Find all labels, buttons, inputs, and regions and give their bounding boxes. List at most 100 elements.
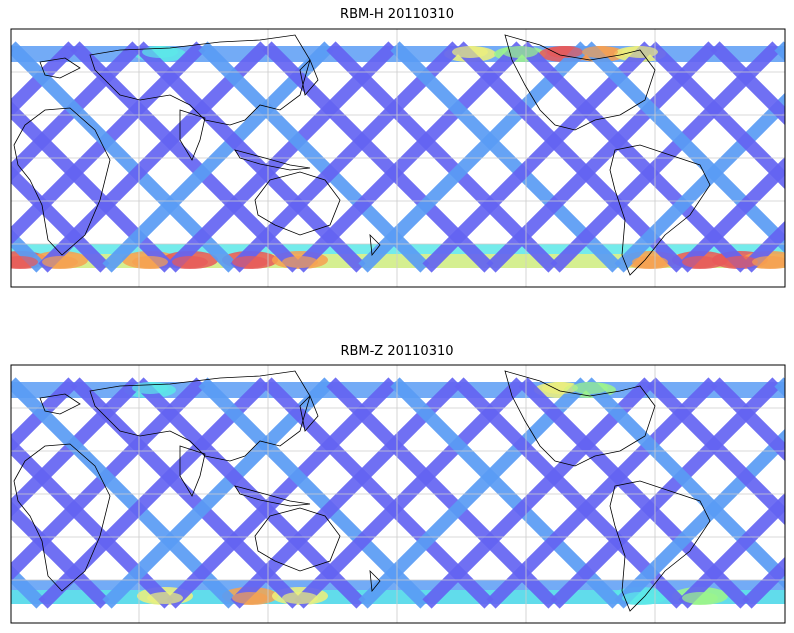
asc-track-0 (11, 41, 238, 273)
desc-track-1 (102, 41, 334, 273)
desc-track-7 (486, 377, 718, 609)
map-frame-top (10, 28, 786, 288)
south-america-coast-group (609, 480, 711, 612)
south-band-1 (11, 590, 785, 604)
asc-track-2 (134, 377, 366, 609)
north-america-coast (504, 34, 656, 131)
india-coast (179, 109, 206, 161)
south-hotspot-top-4 (682, 592, 718, 604)
asc-track-3 (198, 377, 430, 609)
desc-track-5 (358, 41, 590, 273)
asc-track-8 (518, 41, 750, 273)
south-hotspot-top-9 (752, 256, 785, 268)
north-hotspot-top-3 (582, 46, 618, 58)
south-america-coast (609, 480, 711, 612)
coastlines-bottom (13, 370, 711, 612)
desc-track-4 (294, 377, 526, 609)
asia-coast-group (89, 370, 311, 462)
desc-track-10 (678, 156, 785, 273)
desc-track-11 (742, 220, 785, 273)
japan-coast (299, 395, 319, 432)
indonesia-coast-group (234, 485, 311, 507)
south-hotspot-top-8 (722, 256, 758, 268)
indonesia-coast (234, 149, 311, 171)
desc-track-6 (422, 377, 654, 609)
asc-track-8 (518, 377, 750, 609)
gridlines-top (11, 29, 785, 287)
desc-track--2 (11, 377, 142, 518)
asc-track-5 (326, 41, 558, 273)
asc-track-9 (582, 377, 785, 590)
swath-tracks-bottom (11, 377, 785, 609)
asia-coast (89, 34, 311, 126)
asc-track-2 (134, 41, 366, 273)
desc-track-6 (422, 41, 654, 273)
asc-track-9 (582, 41, 785, 254)
india-coast-group (179, 109, 206, 161)
indonesia-coast (234, 485, 311, 507)
asc-track-0 (11, 377, 238, 609)
desc-track--4 (11, 48, 14, 54)
map-panel-bottom (10, 364, 786, 624)
asc-track-11 (710, 41, 785, 126)
africa-coast (13, 443, 111, 592)
south-hotspot-top-2 (132, 256, 168, 268)
desc-track-0 (38, 377, 270, 609)
south-hotspot-top-5 (282, 256, 318, 268)
africa-coast (13, 107, 111, 256)
swath-tracks-top (11, 41, 785, 273)
desc-track-10 (678, 492, 785, 609)
south-hotspot-top-0 (147, 592, 183, 604)
coastlines-top (13, 34, 711, 276)
nz-coast-group (369, 569, 381, 593)
north-hotspot-top-0 (452, 46, 488, 58)
desc-track-0 (38, 41, 270, 273)
panel-title-bottom: RBM-Z 20110310 (340, 344, 454, 359)
desc-track--1 (11, 41, 206, 246)
asc-track-10 (646, 377, 785, 526)
greenland-coast (39, 57, 81, 79)
desc-track--1 (11, 377, 206, 582)
asc-track-1 (70, 377, 302, 609)
north-hotspot-top-1 (502, 46, 538, 58)
north-america-coast (504, 370, 656, 467)
map-panel-top (10, 28, 786, 288)
asc-track-7 (454, 377, 686, 609)
asc-track-3 (198, 41, 430, 273)
greenland-coast-group (39, 57, 81, 79)
map-frame-bottom (10, 364, 786, 624)
desc-track-3 (230, 41, 462, 273)
desc-track-7 (486, 41, 718, 273)
south-hotspot-top-2 (282, 592, 318, 604)
south-hotspot-top-1 (232, 592, 268, 604)
asc-track-10 (646, 41, 785, 190)
desc-track-11 (742, 556, 785, 609)
desc-track--2 (11, 41, 142, 182)
asc-track-7 (454, 41, 686, 273)
asc-track--1 (11, 100, 174, 273)
desc-track--4 (11, 384, 14, 390)
desc-track-9 (614, 92, 785, 273)
desc-track-2 (166, 41, 398, 273)
panel-title-top: RBM-H 20110310 (340, 7, 454, 22)
asia-coast (89, 370, 311, 462)
desc-track-2 (166, 377, 398, 609)
asc-track-11 (710, 377, 785, 462)
north-hotspot-top-2 (547, 46, 583, 58)
desc-track-4 (294, 41, 526, 273)
greenland-coast (39, 393, 81, 415)
north-america-coast-group (504, 370, 656, 467)
asc-track--2 (11, 164, 110, 273)
desc-track-3 (230, 377, 462, 609)
india-coast (179, 445, 206, 497)
asc-track-5 (326, 377, 558, 609)
south-america-coast-group (609, 144, 711, 276)
south-hotspot-top-4 (232, 256, 268, 268)
gridlines-bottom (11, 365, 785, 623)
asc-track-1 (70, 41, 302, 273)
australia-coast-group (254, 171, 341, 236)
south-america-coast (609, 144, 711, 276)
japan-coast-group (299, 395, 319, 432)
japan-coast-group (299, 59, 319, 96)
